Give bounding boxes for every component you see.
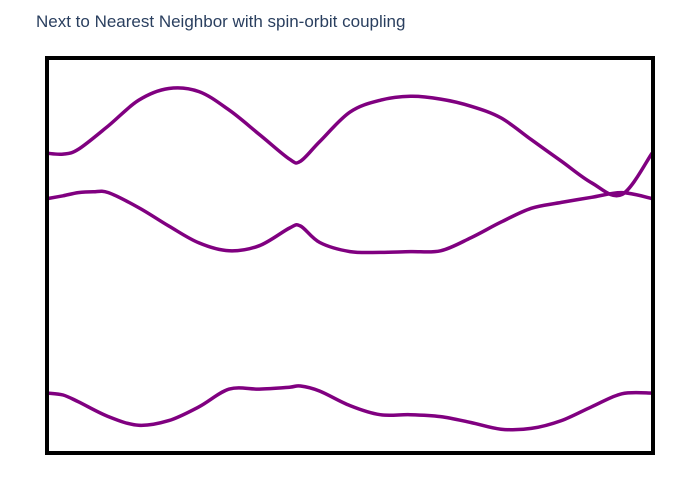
plot-frame [45,56,655,455]
lines-layer [46,86,654,432]
chart-title: Next to Nearest Neighbor with spin-orbit… [36,12,406,31]
band-line-1 [46,86,654,198]
band-line-2 [46,189,654,255]
band-line-3 [46,384,654,432]
